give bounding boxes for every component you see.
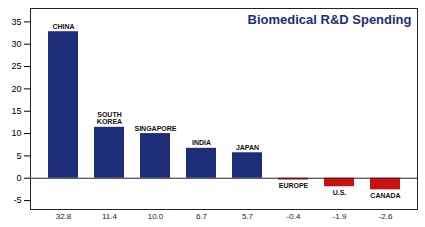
svg-text:INDIA: INDIA [192,139,211,146]
svg-text:5.7: 5.7 [242,212,254,221]
svg-text:-2.6: -2.6 [379,212,393,221]
svg-text:-5: -5 [13,195,21,205]
svg-text:35: 35 [11,17,21,27]
svg-text:5: 5 [16,151,21,161]
svg-text:32.8: 32.8 [56,212,72,221]
svg-text:30: 30 [11,39,21,49]
svg-text:EUROPE: EUROPE [279,182,309,189]
svg-text:Biomedical R&D Spending: Biomedical R&D Spending [248,12,412,27]
svg-text:15: 15 [11,106,21,116]
svg-text:SINGAPORE: SINGAPORE [134,125,176,132]
svg-text:-1.9: -1.9 [333,212,347,221]
svg-text:10: 10 [11,128,21,138]
svg-text:25: 25 [11,61,21,71]
svg-text:10.0: 10.0 [148,212,164,221]
svg-text:SOUTHKOREA: SOUTHKOREA [97,111,122,125]
svg-text:-0.4: -0.4 [287,212,301,221]
svg-text:U.S.: U.S. [333,189,347,196]
svg-text:20: 20 [11,84,21,94]
svg-text:CHINA: CHINA [52,23,74,30]
svg-text:11.4: 11.4 [102,212,118,221]
svg-text:CANADA: CANADA [370,192,400,199]
svg-text:0: 0 [16,173,21,183]
svg-text:JAPAN: JAPAN [236,144,259,151]
svg-text:6.7: 6.7 [196,212,208,221]
